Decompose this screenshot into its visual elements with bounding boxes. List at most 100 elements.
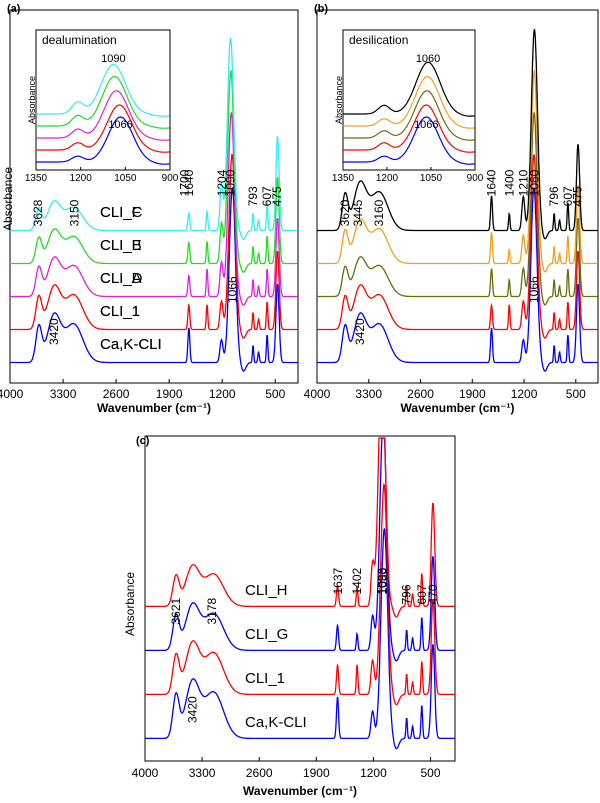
panel-c: (c) 4000 3300 2600 1900 1200 500 Wavenumber (cm… [123, 435, 456, 798]
series-label-ca-k-cli: Ca,K-CLI [100, 336, 162, 353]
series-label-cli-g: CLI_G [245, 626, 288, 643]
series-label-ca-k-cli: Ca,K-CLI [245, 714, 307, 731]
x-tick-label: 2600 [246, 766, 273, 780]
peak-label-3178: 3178 [205, 597, 219, 624]
x-tick-label: 3300 [189, 766, 216, 780]
series-line-cli-h [145, 437, 455, 618]
y-axis-title: Absorbance [1, 167, 15, 231]
panel-a: (a) 4000 3300 2600 1900 1200 500 Wavenumber (cm… [0, 3, 299, 415]
peak-label-475: 475 [270, 186, 284, 206]
inset-series-line [36, 63, 170, 117]
peak-label-3445: 3445 [351, 199, 365, 226]
inset-peak-label-1066: 1066 [108, 119, 132, 131]
x-tick-label: 1200 [360, 766, 387, 780]
peak-label-1700: 1700 [177, 169, 191, 196]
plot-frame [9, 9, 299, 384]
peak-label-3420: 3420 [353, 318, 367, 345]
peak-label-1640: 1640 [182, 169, 196, 196]
peak-label-1066: 1066 [527, 276, 541, 303]
series-line-cli-d [317, 111, 598, 306]
peak-label-1090: 1090 [224, 169, 238, 196]
inset-series-line [36, 90, 170, 141]
inset-series-line [343, 90, 475, 141]
inset-x-tick-label: 1050 [114, 173, 137, 184]
x-axis-title: Wavenumber (cm⁻¹) [401, 401, 515, 415]
inset-peak-label-1060: 1060 [416, 53, 440, 65]
inset-x-tick-label: 1350 [332, 173, 355, 184]
plot-frame [144, 435, 456, 762]
inset-series-line [343, 61, 475, 117]
peak-label-3150: 3150 [67, 199, 81, 226]
series-label-ca-k-cli: Ca,K-CLI [100, 336, 162, 353]
x-tick-label: 1900 [459, 387, 486, 401]
peak-label-1637: 1637 [331, 567, 345, 594]
series-line-ca-k-cli [145, 528, 455, 750]
series-line-cli-a [10, 111, 298, 306]
series-line-cli-f [317, 29, 598, 240]
plot-frame [316, 9, 599, 384]
x-tick-label: 4000 [0, 387, 24, 401]
series-line-cli-g [145, 437, 455, 662]
peak-label-3420: 3420 [185, 696, 199, 723]
series-line-cli-e [317, 69, 598, 273]
peak-label-3621: 3621 [169, 597, 183, 624]
series-label-cli-f: CLI_F [100, 204, 141, 221]
peak-label-1402: 1402 [350, 567, 364, 594]
inset-x-tick-label: 900 [162, 173, 179, 184]
x-tick-label: 4000 [304, 387, 331, 401]
inset-x-tick-label: 900 [467, 173, 484, 184]
series-label-cli-1: CLI_1 [100, 303, 140, 320]
peak-label-1400: 1400 [502, 169, 516, 196]
series-label-cli-a: CLI_A [100, 270, 142, 287]
inset-x-tick-label: 1350 [25, 173, 48, 184]
peak-label-796: 796 [547, 186, 561, 206]
series-line-ca-k-cli [317, 187, 598, 372]
peak-label-607: 607 [415, 584, 429, 604]
peak-label-796: 796 [399, 584, 413, 604]
inset-series-line [36, 116, 170, 165]
inset-y-axis-title: Absorbance [27, 76, 37, 124]
x-tick-label: 4000 [132, 766, 159, 780]
peak-label-3420: 3420 [47, 318, 61, 345]
inset-peak-label-1090: 1090 [101, 53, 125, 65]
inset-x-tick-label: 1200 [376, 173, 399, 184]
series-line-cli-1 [145, 482, 455, 706]
peak-label-607: 607 [561, 186, 575, 206]
inset-title: desilication [349, 33, 408, 47]
series-line-cli-c [10, 37, 298, 240]
peak-label-1096: 1096 [375, 567, 389, 594]
x-tick-label: 2600 [103, 387, 130, 401]
peak-label-1640: 1640 [485, 169, 499, 196]
inset-series-line [36, 75, 170, 129]
inset-x-tick-label: 1050 [420, 173, 443, 184]
inset-series-line [343, 104, 475, 153]
peak-label-793: 793 [246, 186, 260, 206]
inset-desilication: desilication 1350 1200 1050 900 Absorbance 106… [332, 29, 484, 184]
series-label-cli-1: CLI_1 [100, 303, 140, 320]
peak-label-1204: 1204 [215, 169, 229, 196]
peak-label-1080: 1080 [376, 567, 390, 594]
inset-x-tick-label: 1200 [70, 173, 93, 184]
series-line-cli-b [10, 69, 298, 273]
inset-dealumination: dealumination 1350 1200 1050 900 Absorbance 10… [25, 29, 179, 184]
series-label-cli-d: CLI_D [100, 270, 143, 287]
peak-label-3628: 3628 [31, 199, 45, 226]
panel-b: (b) 4000 3300 2600 1900 1200 500 Wavenumber (cm… [100, 3, 599, 415]
series-line-ca-k-cli [10, 187, 298, 372]
series-label-cli-c: CLI_C [100, 204, 143, 221]
peak-label-1060: 1060 [527, 169, 541, 196]
peak-label-1210: 1210 [516, 169, 530, 196]
series-label-cli-b: CLI_B [100, 237, 142, 254]
x-axis-title: Wavenumber (cm⁻¹) [243, 784, 357, 798]
x-tick-label: 1200 [209, 387, 236, 401]
peak-label-470: 470 [426, 584, 440, 604]
series-label-cli-h: CLI_H [245, 582, 288, 599]
x-tick-label: 500 [265, 387, 285, 401]
x-tick-label: 3300 [50, 387, 77, 401]
series-line-cli-1 [317, 154, 598, 339]
peak-label-3620: 3620 [338, 199, 352, 226]
inset-title: dealumination [42, 33, 117, 47]
x-tick-label: 1900 [156, 387, 183, 401]
peak-label-475: 475 [571, 186, 585, 206]
